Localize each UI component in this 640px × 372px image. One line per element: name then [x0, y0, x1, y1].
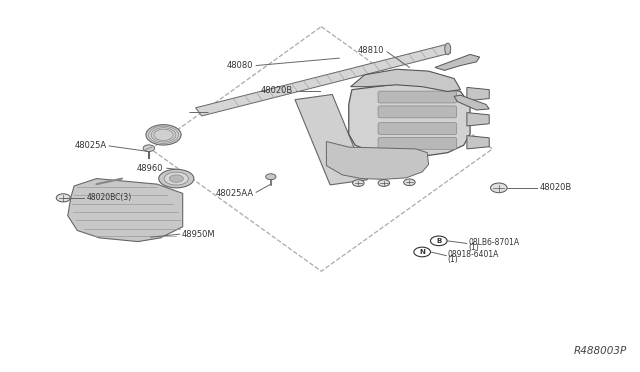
Text: N: N: [419, 249, 425, 255]
Text: 48020B: 48020B: [540, 183, 572, 192]
Polygon shape: [467, 113, 489, 126]
FancyBboxPatch shape: [378, 91, 457, 103]
Polygon shape: [467, 136, 489, 149]
Ellipse shape: [170, 175, 183, 182]
Polygon shape: [467, 87, 489, 101]
Polygon shape: [68, 179, 182, 241]
Text: 48950M: 48950M: [182, 230, 216, 239]
Polygon shape: [435, 54, 479, 70]
Polygon shape: [454, 95, 489, 110]
Ellipse shape: [445, 43, 451, 55]
Circle shape: [353, 180, 364, 186]
Polygon shape: [351, 69, 461, 92]
Circle shape: [431, 236, 447, 246]
Text: 48025A: 48025A: [75, 141, 107, 151]
Polygon shape: [196, 45, 451, 116]
FancyBboxPatch shape: [378, 137, 457, 149]
Text: 08LB6-8701A: 08LB6-8701A: [468, 238, 520, 247]
Text: 48960: 48960: [137, 164, 164, 173]
Circle shape: [378, 180, 390, 186]
Ellipse shape: [159, 169, 194, 188]
FancyBboxPatch shape: [378, 123, 457, 135]
Text: 08918-6401A: 08918-6401A: [448, 250, 499, 259]
Circle shape: [404, 179, 415, 186]
Text: R488003P: R488003P: [573, 346, 627, 356]
Text: 48025AA: 48025AA: [216, 189, 253, 198]
Ellipse shape: [146, 125, 181, 145]
Ellipse shape: [164, 172, 188, 185]
Text: 48020B: 48020B: [261, 86, 293, 95]
Circle shape: [490, 183, 507, 193]
Polygon shape: [295, 94, 367, 185]
Text: (1): (1): [468, 243, 479, 251]
Polygon shape: [326, 141, 429, 179]
Text: B: B: [436, 238, 442, 244]
Circle shape: [414, 247, 431, 257]
FancyBboxPatch shape: [378, 106, 457, 118]
Polygon shape: [349, 84, 470, 156]
Circle shape: [56, 194, 70, 202]
Text: (1): (1): [448, 255, 458, 264]
Circle shape: [143, 145, 155, 151]
Text: 48020BC(3): 48020BC(3): [86, 193, 131, 202]
Text: 48080: 48080: [227, 61, 253, 70]
Text: 48810: 48810: [357, 46, 384, 55]
Circle shape: [266, 174, 276, 180]
